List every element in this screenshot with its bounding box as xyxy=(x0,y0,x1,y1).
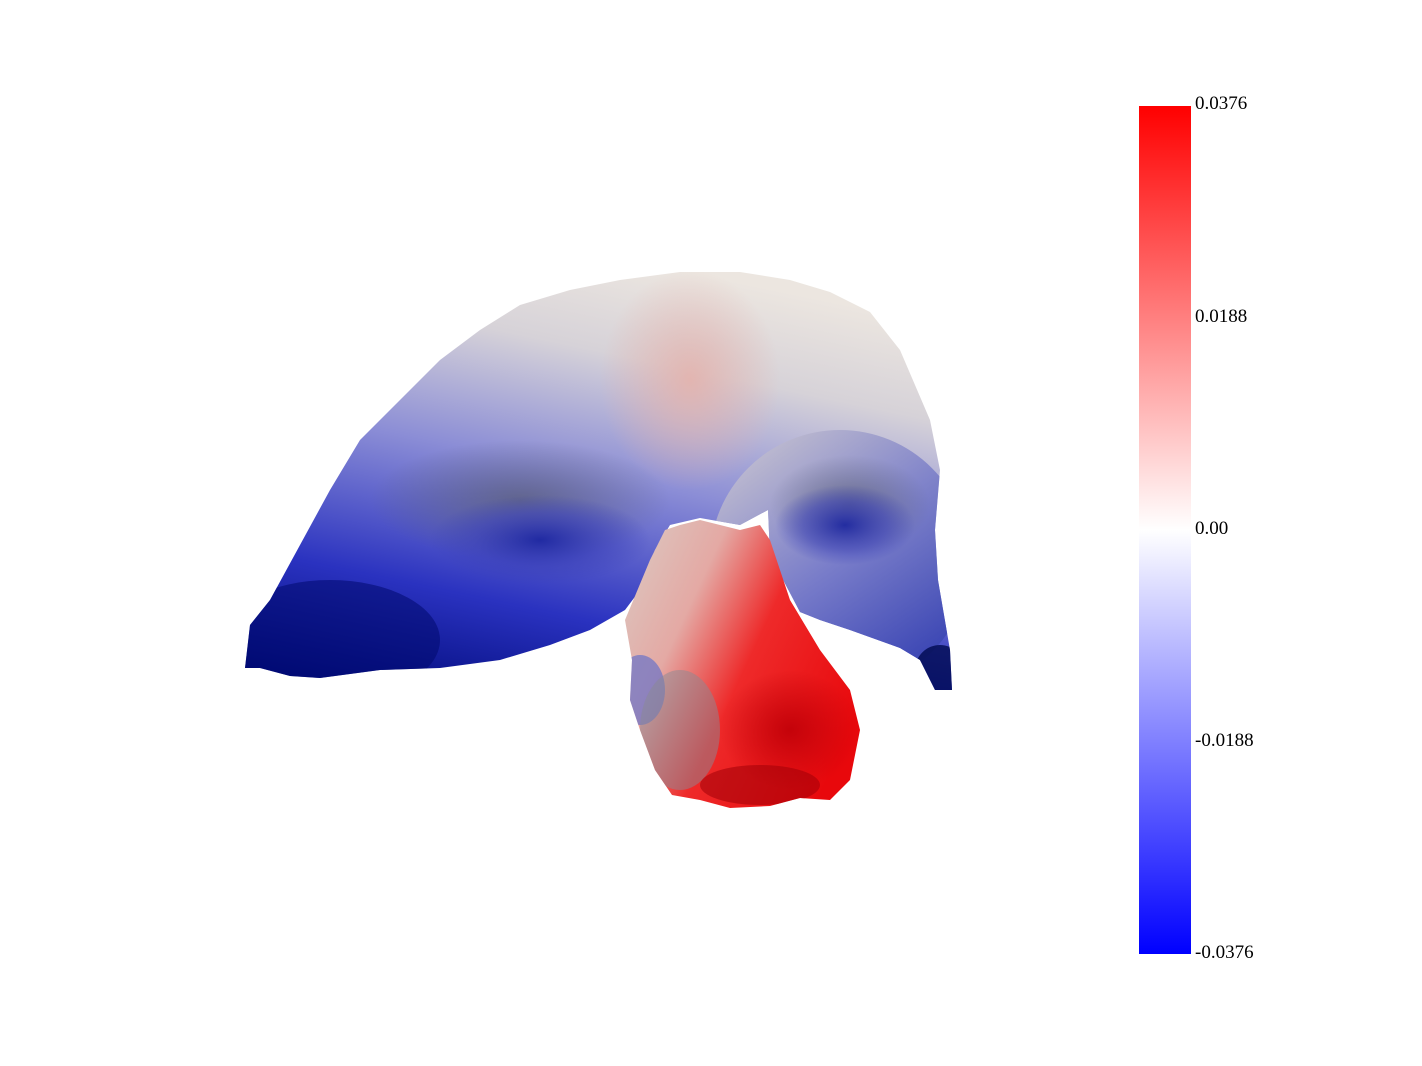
colorbar-tick-zero: 0.00 xyxy=(1195,518,1229,539)
colorbar-tick-upper: 0.0188 xyxy=(1195,306,1248,327)
face-surface-upper xyxy=(245,272,952,690)
colorbar-tick-min: -0.0376 xyxy=(1195,942,1254,963)
colorbar xyxy=(1139,106,1191,954)
colorbar-tick-max: 0.0376 xyxy=(1195,93,1248,114)
colorbar-tick-lower: -0.0188 xyxy=(1195,730,1254,751)
face-surface-nose xyxy=(625,520,860,808)
